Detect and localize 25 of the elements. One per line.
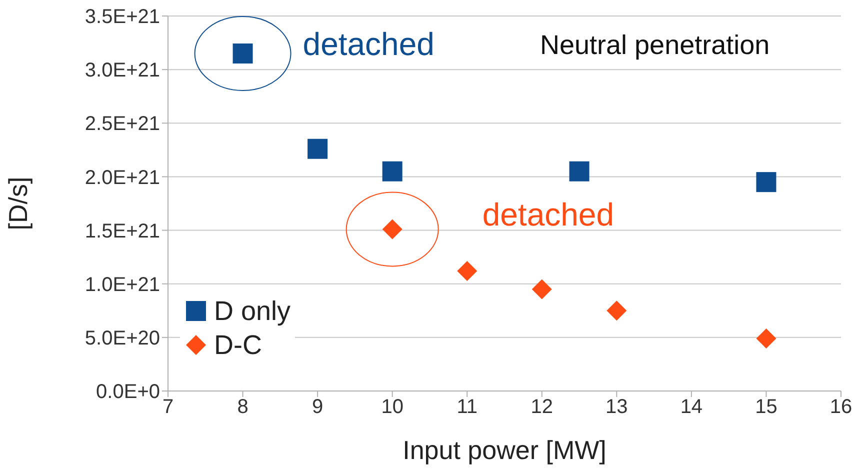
x-axis-title: Input power [MW] [402, 435, 606, 465]
y-tick-label: 2.5E+21 [84, 113, 160, 136]
x-tick-label: 12 [530, 396, 554, 418]
x-tick-label: 16 [830, 396, 852, 418]
y-tick-label: 5.0E+20 [84, 328, 160, 350]
x-tick-label: 8 [237, 396, 248, 418]
legend-label: D-C [214, 330, 262, 360]
x-tick-label: 15 [755, 396, 778, 418]
y-tick-label: 3.5E+21 [84, 6, 160, 28]
x-tick-label: 10 [381, 396, 404, 418]
x-tick-label: 9 [312, 396, 324, 418]
x-tick-label: 13 [606, 396, 628, 418]
annotation: detached [302, 26, 434, 62]
y-tick-label: 0.0E+0 [96, 381, 160, 404]
y-axis-title: [D/s] [3, 176, 34, 230]
y-tick-label: 3.0E+21 [84, 60, 160, 82]
y-tick-label: 1.0E+21 [84, 274, 160, 296]
annotation: detached [482, 196, 614, 233]
x-tick-label: 7 [162, 396, 174, 418]
x-tick-label: 14 [680, 396, 703, 418]
y-tick-label: 2.0E+21 [84, 166, 160, 189]
y-tick-label: 1.5E+21 [84, 220, 160, 242]
annotation: Neutral penetration [540, 30, 770, 61]
x-tick-label: 11 [456, 396, 478, 418]
legend-label: D only [214, 296, 291, 326]
